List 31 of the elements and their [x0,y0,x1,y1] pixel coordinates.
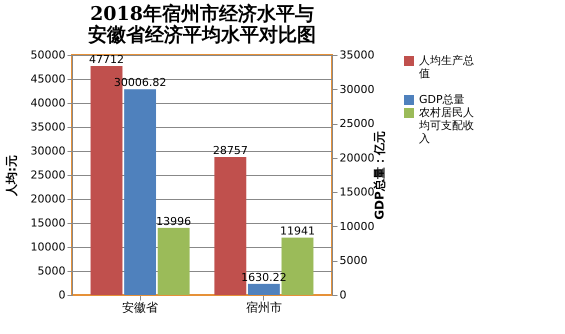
legend-label: 农村居民人均可支配收入 [418,106,474,145]
bar [158,228,190,295]
legend-label: 人均生产总值 [419,54,474,80]
y2-tick-label: 30000 [340,82,374,96]
data-label: 13996 [156,214,192,228]
x-tick-label: 宿州市 [246,300,282,314]
y-axis-title: 人均:元 [4,155,19,197]
y-tick-label: 35000 [30,120,66,134]
y-tick-label: 30000 [30,144,66,158]
y2-tick-label: 0 [340,288,346,302]
chart-title: 2018年宿州市经济水平与安徽省经济平均水平对比图 [88,3,316,46]
data-label: 28757 [212,144,248,157]
y2-tick-label: 15000 [340,186,374,199]
data-label: 11941 [280,224,315,238]
y2-tick-label: 35000 [340,48,374,62]
x-tick-label: 安徽省 [122,300,158,314]
y-tick-label: 40000 [30,96,66,110]
y2-tick-label: 20000 [340,151,374,164]
y-tick-label: 50000 [30,48,66,62]
y2-tick-label: 25000 [340,117,374,130]
y2-tick-label: 10000 [340,220,374,233]
y-tick-label: 45000 [30,72,66,86]
y-tick-label: 15000 [30,216,66,230]
y-tick-label: 0 [58,288,66,302]
y2-tick-label: 5000 [340,254,368,268]
data-label: 47712 [89,52,124,66]
y-tick-label: 5000 [38,264,66,278]
legend-label: GDP总量 [419,93,465,106]
y-tick-label: 20000 [30,192,66,206]
y-tick-label: 10000 [30,240,66,254]
y-tick-label: 25000 [30,168,66,182]
